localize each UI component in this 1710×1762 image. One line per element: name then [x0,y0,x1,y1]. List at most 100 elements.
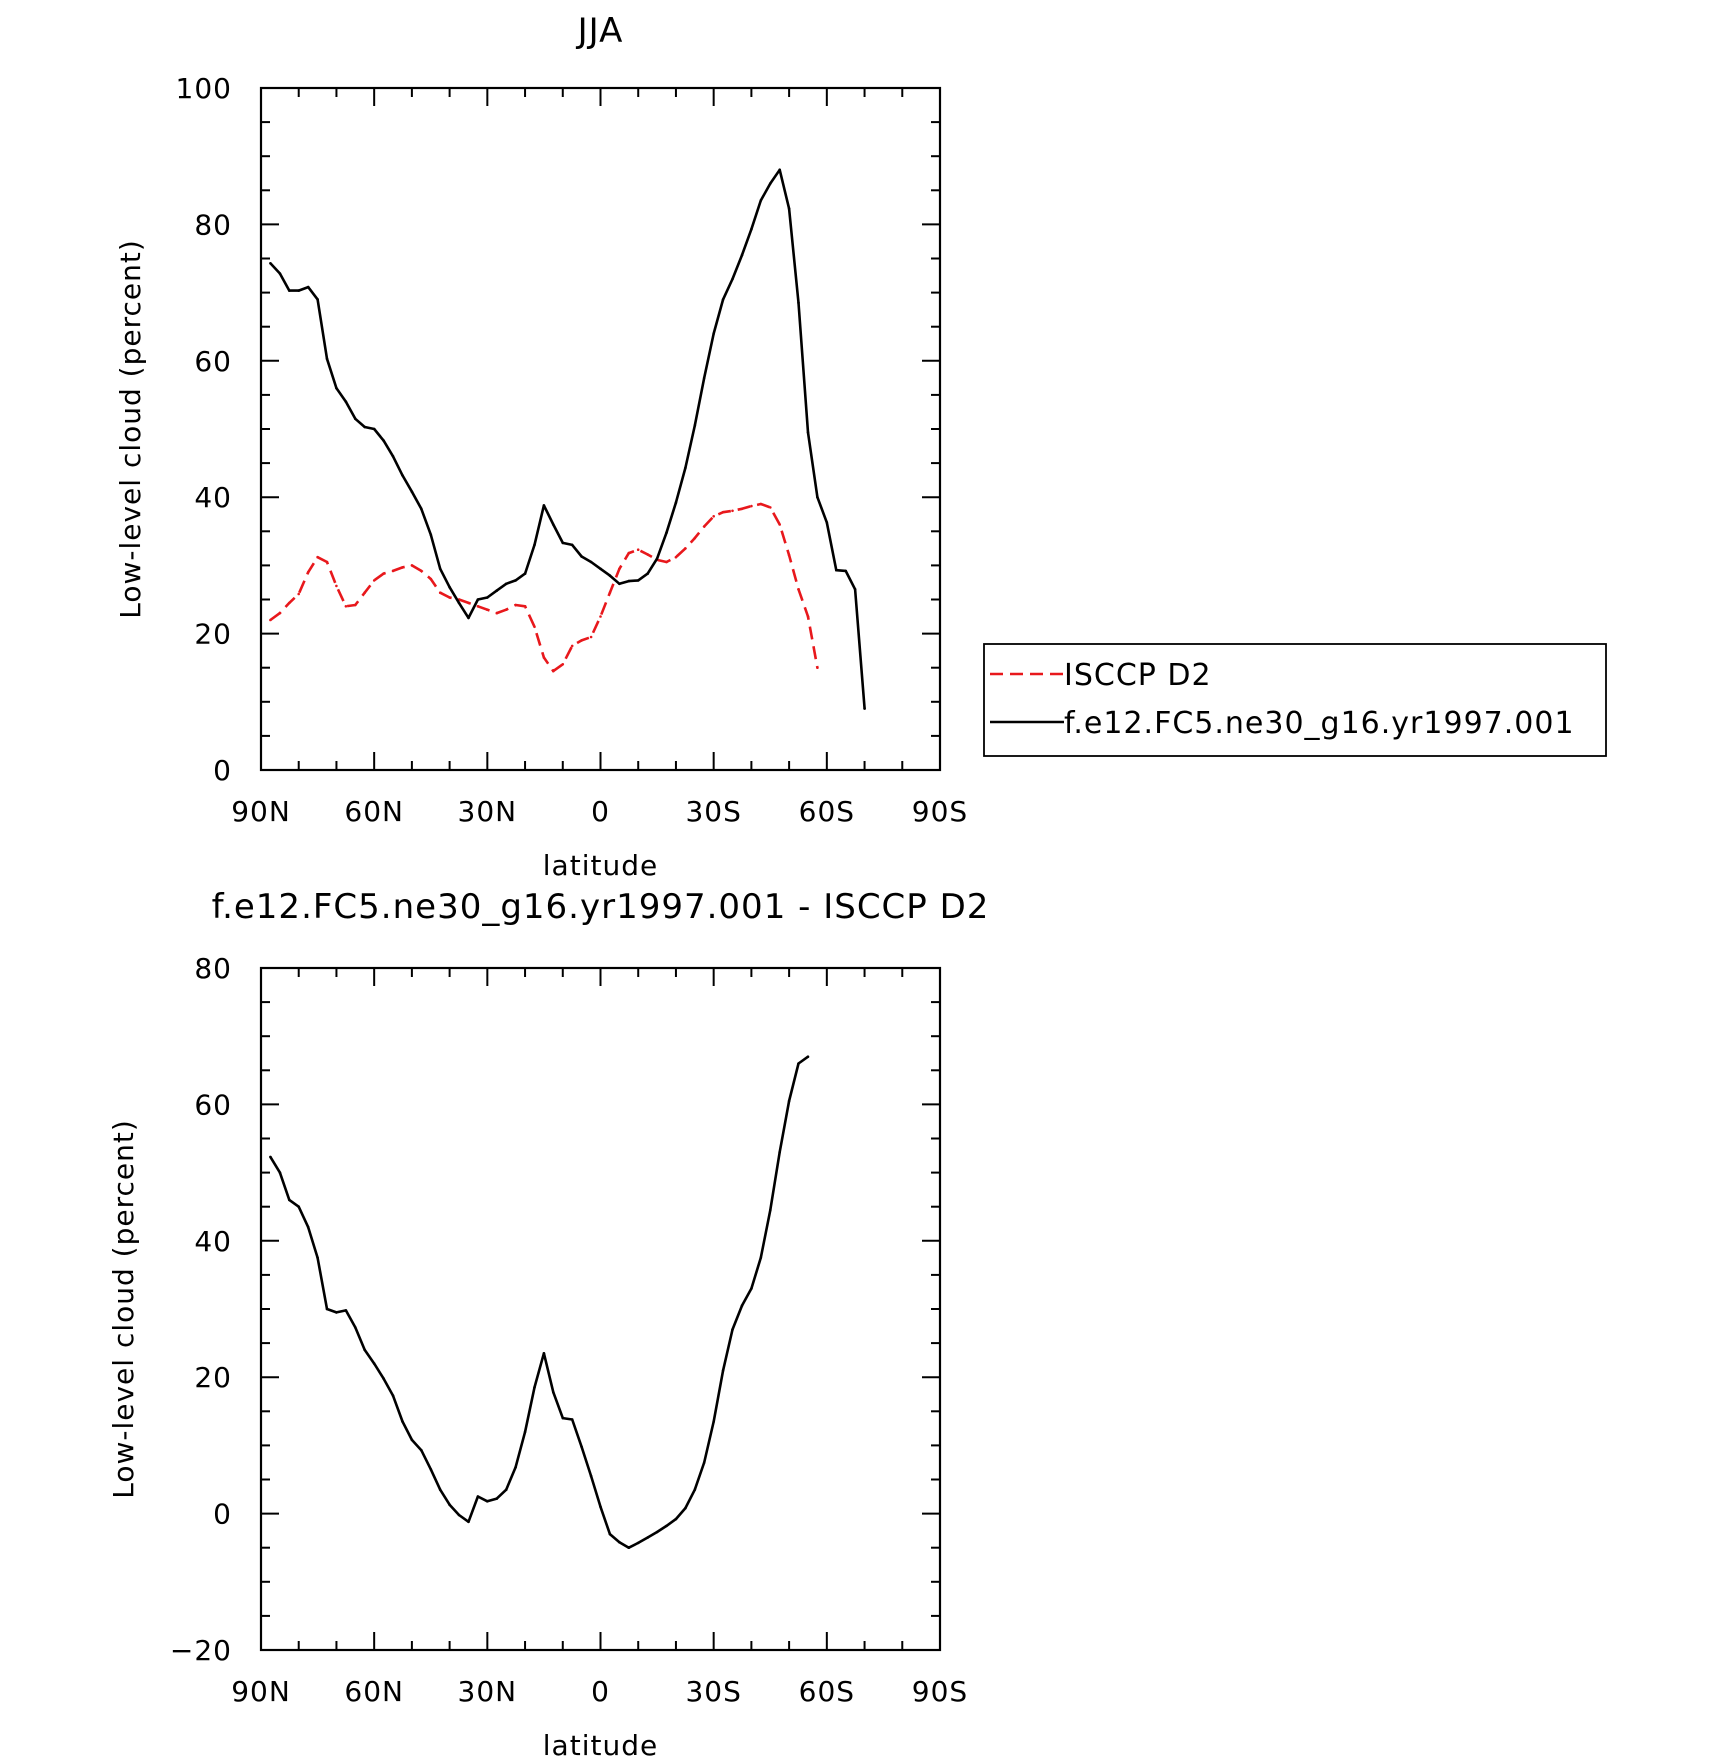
data-point [533,1386,536,1389]
data-point [448,1503,451,1506]
data-point [806,431,810,434]
data-point [816,666,819,669]
data-point [354,603,357,607]
data-point [486,1500,489,1503]
data-point [702,525,706,528]
data-point [740,253,744,257]
data-point [297,289,301,292]
data-point [335,584,338,588]
data-point [608,574,612,577]
data-point [325,1307,329,1311]
data-point [344,1309,348,1312]
data-point [721,510,725,514]
data-point [514,603,517,607]
series-points-2 [269,168,866,710]
data-point [750,227,753,231]
data-point [580,555,583,558]
x-tick-label: 60S [799,1675,855,1708]
data-point [269,1155,272,1159]
data-point [589,1474,593,1478]
legend: ISCCP D2 f.e12.FC5.ne30_g16.yr1997.001 [983,643,1607,757]
data-point [382,572,385,575]
data-point [306,285,310,289]
y-tick-label: 0 [213,1498,232,1531]
data-point [750,504,753,508]
data-point [665,1524,668,1528]
x-tick-label: 90S [912,795,968,828]
data-point [702,1461,706,1464]
data-point [410,564,414,567]
data-point [806,615,810,618]
data-point [618,1540,621,1544]
data-point [769,506,772,509]
data-point [438,591,442,594]
data-point [269,262,272,265]
data-point [769,182,772,185]
data-point [429,1468,433,1471]
data-point [552,523,555,526]
data-point [627,551,631,555]
data-point [853,588,857,591]
x-tick-label: 90S [912,1675,968,1708]
data-point [354,417,357,421]
legend-label-1: ISCCP D2 [1064,658,1212,693]
x-tick-label: 90N [231,795,291,828]
data-point [401,566,404,569]
data-point [382,439,385,442]
data-point [278,1171,282,1174]
data-point [344,605,348,608]
data-point [495,1497,499,1500]
data-point [561,541,565,545]
data-point [693,424,697,427]
data-point [288,1198,291,1202]
data-point [844,569,847,573]
data-point [608,591,612,594]
data-point [787,207,791,210]
data-point [693,1488,697,1491]
data-point [523,1430,527,1434]
data-point [627,1546,631,1549]
x-tick-label: 0 [591,1675,610,1708]
data-point [636,1541,640,1545]
data-point [429,577,433,581]
data-point [448,596,451,599]
plot-frame [259,86,942,772]
data-point [797,1062,800,1065]
y-tick-label: −20 [170,1634,232,1667]
x-tick-label: 30S [685,1675,741,1708]
data-point [429,533,433,536]
data-point [306,1225,310,1229]
data-point [438,567,442,571]
data-point [325,357,329,361]
data-point [740,507,744,511]
x-tick-label: 30N [458,1675,518,1708]
data-point [599,615,602,618]
y-axis-title: Low-level cloud (percent) [114,239,147,619]
data-point [759,199,763,202]
x-axis-title: latitude [543,849,658,882]
data-point [457,1513,461,1517]
series-line-2 [269,168,866,709]
chart-panel-1: JJA 90N 60N 30N 0 30S 60S 90S 0 20 40 60 80 100 latitu… [114,11,1607,882]
data-point [608,1532,612,1536]
data-point [674,1517,678,1521]
data-point [288,289,291,292]
data-point [684,547,687,550]
data-point [335,1311,338,1314]
data-point [410,490,414,494]
data-point [476,1495,480,1498]
data-point [552,669,555,673]
data-point [712,332,715,335]
data-point [552,1390,555,1394]
data-point [457,601,461,605]
x-tick-label: 60N [344,1675,404,1708]
data-point [835,568,838,572]
legend-box [983,643,1607,757]
x-tick-label: 0 [591,795,610,828]
data-point [580,1445,583,1449]
x-axis-title: latitude [543,1729,658,1762]
series-line-1 [269,502,819,673]
data-point [476,598,480,601]
data-point [816,495,819,499]
